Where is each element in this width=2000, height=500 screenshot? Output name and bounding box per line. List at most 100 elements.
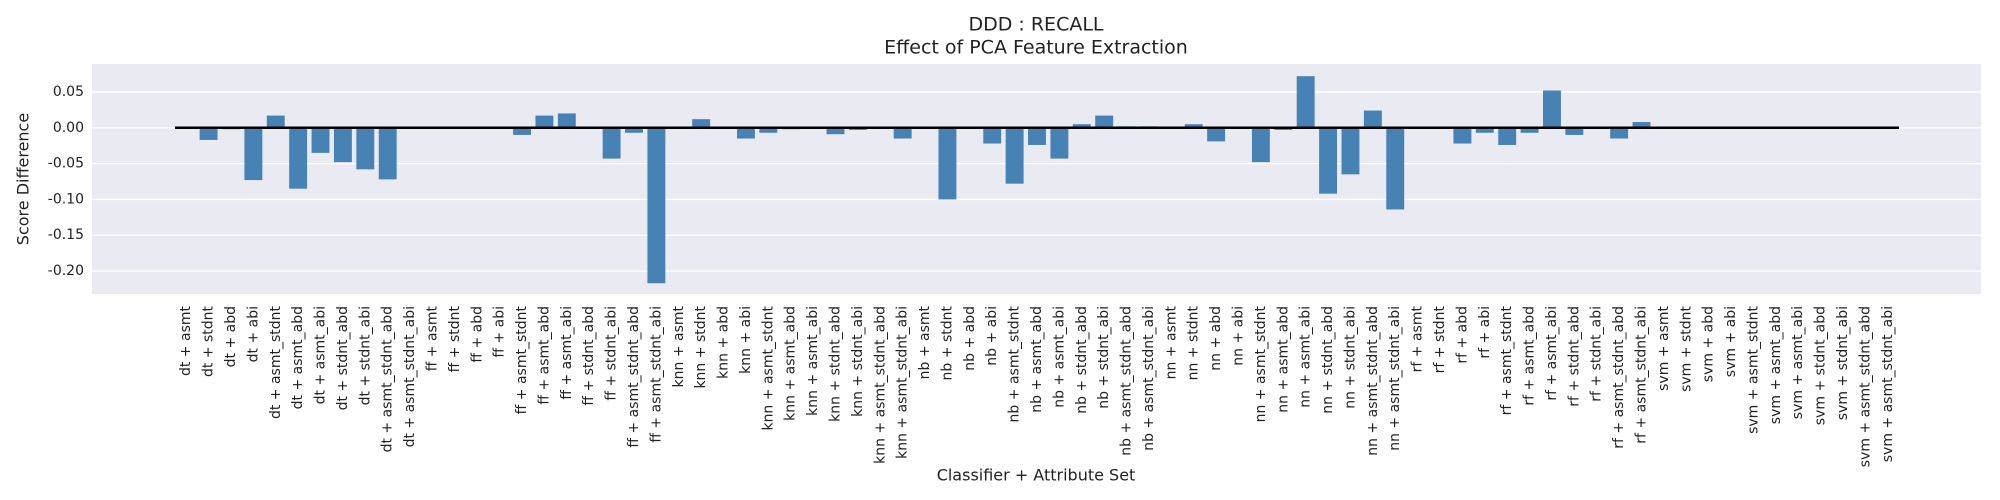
bar bbox=[513, 127, 531, 135]
x-tick-label: dt + asmt_stdnt bbox=[268, 305, 284, 419]
x-tick-label: nb + asmt_stdnt_abi bbox=[1141, 306, 1157, 451]
x-tick-label: dt + asmt_abd bbox=[290, 306, 306, 409]
x-tick-label: dt + abi bbox=[245, 306, 261, 362]
x-tick-label: ff + stdnt bbox=[447, 305, 463, 372]
bar bbox=[1251, 127, 1270, 163]
bar bbox=[1453, 127, 1472, 144]
bar bbox=[692, 119, 711, 128]
x-tick-label: svm + stdnt_abi bbox=[1835, 306, 1851, 420]
x-tick-label: nn + asmt_abi bbox=[1298, 306, 1314, 408]
bar bbox=[1028, 127, 1046, 145]
bar bbox=[557, 113, 576, 128]
bar bbox=[1072, 124, 1091, 128]
x-tick-label: rf + asmt_abi bbox=[1544, 306, 1560, 401]
x-tick-label: rf + stdnt_abi bbox=[1589, 306, 1605, 402]
bar bbox=[333, 127, 352, 163]
x-tick-label: svm + abi bbox=[1723, 306, 1739, 377]
x-tick-label: svm + asmt bbox=[1656, 306, 1672, 391]
bar bbox=[826, 127, 845, 135]
x-tick-label: nb + asmt_abd bbox=[1029, 306, 1045, 413]
x-tick-label: nb + asmt_stdnt_abd bbox=[1119, 306, 1135, 456]
bar bbox=[1005, 127, 1024, 184]
y-tick-label: 0.05 bbox=[53, 84, 84, 100]
x-tick-label: svm + asmt_stdnt_abd bbox=[1857, 306, 1873, 467]
x-tick-label: knn + stdnt bbox=[693, 306, 709, 389]
x-tick-label: knn + asmt bbox=[671, 305, 687, 387]
chart-title: DDD : RECALL bbox=[968, 14, 1103, 36]
x-tick-label: rf + abd bbox=[1454, 306, 1470, 364]
x-tick-label: svm + stdnt bbox=[1678, 306, 1694, 392]
x-tick-label: nn + stdnt bbox=[1186, 306, 1202, 381]
bar bbox=[1543, 90, 1561, 128]
x-tick-label: ff + asmt bbox=[424, 305, 440, 371]
y-tick-label: 0.00 bbox=[53, 120, 84, 136]
x-tick-label: svm + asmt_stdnt bbox=[1745, 306, 1761, 434]
x-tick-label: ff + asmt_stdnt bbox=[514, 305, 530, 414]
x-tick-label: dt + asmt_abi bbox=[313, 306, 329, 404]
x-tick-label: nb + asmt bbox=[917, 305, 933, 379]
x-tick-label: rf + asmt_abd bbox=[1522, 306, 1538, 406]
y-axis-label: Score Difference bbox=[14, 113, 33, 245]
bar bbox=[1363, 110, 1382, 128]
x-tick-label: nn + asmt_stdnt bbox=[1253, 306, 1269, 423]
x-tick-label: knn + stdnt_abi bbox=[850, 306, 866, 417]
x-tick-label: nn + asmt bbox=[1163, 306, 1179, 380]
bar bbox=[1095, 115, 1114, 128]
x-tick-label: nn + abi bbox=[1231, 306, 1247, 366]
bar bbox=[378, 127, 397, 180]
x-tick-label: ff + abi bbox=[492, 306, 508, 358]
x-tick-label: dt + asmt_stdnt_abi bbox=[402, 306, 418, 447]
bar bbox=[535, 115, 554, 128]
x-tick-label: rf + asmt_stdnt_abi bbox=[1634, 306, 1650, 444]
x-tick-label: knn + asmt_abd bbox=[783, 306, 799, 421]
x-tick-label: knn + asmt_abi bbox=[805, 306, 821, 416]
x-tick-label: nn + asmt_stdnt_abd bbox=[1365, 306, 1381, 456]
bar bbox=[1319, 127, 1338, 194]
x-tick-label: svm + asmt_abd bbox=[1768, 306, 1784, 424]
bar bbox=[266, 115, 285, 128]
x-tick-label: ff + asmt_stdnt_abd bbox=[626, 306, 642, 448]
x-tick-label: nb + stdnt_abi bbox=[1096, 306, 1112, 409]
x-tick-label: svm + asmt_stdnt_abi bbox=[1880, 306, 1896, 462]
x-tick-label: dt + stdnt_abi bbox=[357, 306, 373, 405]
bar bbox=[289, 127, 308, 189]
x-tick-label: rf + asmt_stdnt bbox=[1499, 306, 1515, 416]
x-tick-label: nb + abd bbox=[962, 306, 978, 371]
x-tick-label: knn + abd bbox=[716, 306, 732, 379]
x-tick-label: knn + asmt_stdnt_abd bbox=[872, 306, 888, 464]
x-tick-label: ff + abd bbox=[469, 306, 485, 363]
plot-background bbox=[92, 64, 1981, 294]
x-tick-label: knn + stdnt_abd bbox=[827, 306, 843, 422]
x-tick-label: nb + asmt_abi bbox=[1051, 306, 1067, 408]
bar bbox=[1386, 127, 1405, 210]
x-tick-label: nb + stdnt_abd bbox=[1074, 306, 1090, 414]
x-tick-label: dt + abd bbox=[223, 306, 239, 367]
bar bbox=[356, 127, 375, 170]
x-tick-label: dt + stdnt bbox=[201, 305, 217, 377]
x-tick-label: rf + asmt_stdnt_abd bbox=[1611, 306, 1627, 449]
x-tick-label: dt + stdnt_abd bbox=[335, 306, 351, 410]
bar bbox=[625, 127, 643, 133]
x-tick-label: rf + abi bbox=[1477, 306, 1493, 359]
x-tick-label: dt + asmt_stdnt_abd bbox=[380, 306, 396, 452]
bar bbox=[1296, 76, 1315, 128]
bar bbox=[199, 127, 218, 140]
y-tick-label: -0.20 bbox=[48, 263, 84, 279]
x-tick-label: dt + asmt bbox=[178, 305, 194, 376]
x-axis-label: Classifier + Attribute Set bbox=[937, 466, 1136, 485]
x-tick-label: knn + asmt_stdnt_abi bbox=[895, 306, 911, 459]
bar bbox=[1610, 127, 1629, 139]
x-tick-label: nn + asmt_abd bbox=[1275, 306, 1291, 413]
bar bbox=[1475, 127, 1494, 133]
x-tick-label: nn + abd bbox=[1208, 306, 1224, 371]
x-tick-label: rf + stdnt_abd bbox=[1566, 306, 1582, 407]
bar bbox=[1341, 127, 1360, 175]
x-tick-label: nb + asmt_stdnt bbox=[1007, 306, 1023, 423]
bar bbox=[938, 127, 957, 200]
bar bbox=[647, 127, 666, 284]
bar bbox=[244, 127, 263, 181]
x-tick-label: knn + abi bbox=[738, 306, 754, 374]
x-tick-label: ff + stdnt_abd bbox=[581, 306, 597, 406]
bar bbox=[893, 127, 912, 139]
x-tick-label: svm + abd bbox=[1701, 306, 1717, 382]
